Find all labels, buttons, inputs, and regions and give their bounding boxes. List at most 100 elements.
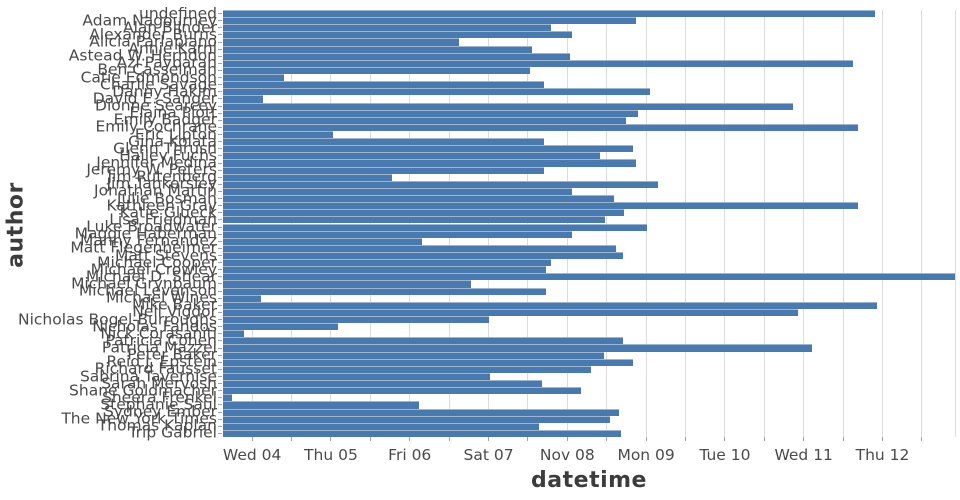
y-category-label: Danny Hakim [112,82,217,101]
y-tick-mark [218,354,222,356]
x-tick-label: Wed 11 [774,446,833,464]
x-tick-mark [251,437,253,441]
bar [223,323,339,331]
y-category-label: Sydney Ember [104,402,217,421]
y-tick-mark [218,62,222,64]
bar [223,401,420,409]
y-category-label: Mike Baker [131,295,217,314]
y-category-label: Matt Stevens [114,245,217,264]
y-category-label: Azi Paybarah [116,53,217,72]
bar [223,38,460,46]
y-tick-mark [218,134,222,136]
bar [223,308,799,316]
gridline [724,10,726,437]
y-tick-mark [218,162,222,164]
y-tick-mark [218,283,222,285]
y-tick-mark [218,326,222,328]
bar [223,223,647,231]
y-tick-mark [218,212,222,214]
y-tick-mark [218,240,222,242]
x-tick-label: Nov 08 [539,446,595,464]
y-tick-mark [218,105,222,107]
bar [223,152,600,160]
bar [223,102,793,110]
y-category-label: undefined [139,3,217,22]
y-category-label: Shane Goldmacher [69,380,217,399]
y-tick-mark [218,347,222,349]
y-category-label: Michael Cooper [97,252,217,271]
bar [223,180,658,188]
bar [223,173,392,181]
x-tick-mark [409,437,411,441]
y-tick-mark [218,390,222,392]
bar [223,266,547,274]
y-tick-mark [218,112,222,114]
bar [223,316,490,324]
y-category-label: Michael Wines [105,288,217,307]
bar [223,95,264,103]
bar [223,130,333,139]
y-category-label: Nicholas Bogel-Burroughs [17,309,217,328]
y-tick-mark [218,91,222,93]
bar [223,230,573,238]
y-category-label: Neil Vigdor [132,302,217,321]
bar [223,159,636,167]
y-tick-mark [218,425,222,427]
y-tick-mark [218,333,222,335]
bar [223,344,812,352]
y-category-label: Sarah Mervosh [101,373,217,392]
bar [223,259,551,267]
gridline [803,10,805,437]
x-tick-mark [645,437,647,441]
y-category-label: Michael Grynbaum [71,274,217,293]
y-category-label: Richard Fausset [94,359,217,378]
y-category-label: Stephanie Saul [100,395,217,414]
y-category-label: Michael D. Shear [85,267,217,286]
bar [223,380,543,388]
y-tick-mark [218,262,222,264]
bar [223,195,614,203]
bar [223,337,624,345]
bar [223,301,877,309]
bar [223,237,423,245]
y-tick-mark [218,13,222,15]
y-tick-mark [218,247,222,249]
y-category-label: Elaina Plott [129,103,217,122]
y-category-label: Julie Bosman [116,188,217,207]
y-axis-labels: undefined Adam Nagourney Alan Blinder Alexa… [0,5,218,440]
bar [223,280,472,288]
x-tick-mark [291,437,293,441]
y-tick-mark [218,411,222,413]
y-category-label: Nicholas Fandos [92,316,217,335]
bar [223,202,859,210]
y-tick-mark [218,418,222,420]
bar [223,372,491,381]
x-tick-label: Wed 04 [222,446,282,464]
x-tick-mark [606,437,608,441]
bar [223,138,545,146]
gridline [763,10,765,437]
y-tick-mark [218,404,222,406]
bar [223,273,955,281]
y-category-label: Matt Flegenheimer [70,238,217,257]
x-tick-mark [803,437,805,441]
y-tick-mark [218,226,222,228]
bar [223,109,639,117]
bar [223,45,532,53]
y-tick-mark [218,255,222,257]
y-category-label: Catie Edmondson [80,67,217,86]
y-tick-mark [218,126,222,128]
x-tick-mark [842,437,844,441]
y-tick-mark [218,77,222,79]
bar [223,123,859,131]
bar [223,166,545,174]
x-tick-mark [724,437,726,441]
bar [223,216,606,224]
x-tick-mark [527,437,529,441]
y-category-label: Trip Gabriel [128,423,217,442]
y-category-label: Emily Cochrane [95,117,218,136]
gridline [842,10,844,437]
y-category-label: Lisa Friedman [109,210,217,229]
x-tick-label: Thu 12 [855,446,910,464]
y-category-label: Glenn Thrush [113,139,217,158]
